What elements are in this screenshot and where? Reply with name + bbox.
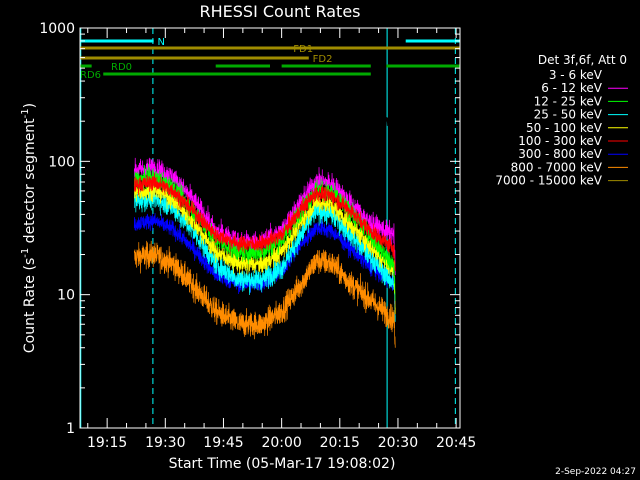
state-bar-label: FD1 xyxy=(293,44,313,55)
legend-label: 100 - 300 keV xyxy=(518,134,602,148)
legend-label: 3 - 6 keV xyxy=(549,68,603,82)
x-tick-label: 20:15 xyxy=(320,435,360,451)
y-axis-title: Count Rate (s-1 detector segment-1) xyxy=(20,103,38,353)
legend-label: 50 - 100 keV xyxy=(526,121,603,135)
footer-date: 2-Sep-2022 04:27 xyxy=(555,467,636,477)
series-line xyxy=(133,100,396,165)
x-tick-label: 20:45 xyxy=(436,435,476,451)
y-axis-title-part1: Count Rate (s xyxy=(22,258,38,353)
legend-label: 800 - 7000 keV xyxy=(511,160,603,174)
x-tick-label: 19:30 xyxy=(145,435,185,451)
y-tick-label: 1 xyxy=(66,421,75,437)
legend-label: 7000 - 15000 keV xyxy=(495,174,602,188)
x-tick-label: 19:45 xyxy=(203,435,243,451)
y-axis-title-sup2: -1 xyxy=(20,108,31,118)
y-tick-label: 1000 xyxy=(39,21,75,37)
state-bar-label: RD0 xyxy=(111,62,132,73)
y-axis-title-sup1: -1 xyxy=(20,248,31,258)
state-bar-label: FD2 xyxy=(313,54,333,65)
legend-label: 300 - 800 keV xyxy=(518,147,602,161)
plot-frame xyxy=(79,27,461,429)
y-axis-title-part3: ) xyxy=(22,103,38,108)
legend-header: Det 3f,6f, Att 0 xyxy=(538,53,627,67)
chart-title: RHESSI Count Rates xyxy=(200,2,361,21)
legend-label: 6 - 12 keV xyxy=(541,81,603,95)
legend-label: 12 - 25 keV xyxy=(534,94,603,108)
data-series xyxy=(133,100,396,348)
x-axis-title: Start Time (05-Mar-17 19:08:02) xyxy=(169,456,396,472)
state-bar-label: RD6 xyxy=(80,70,101,81)
y-tick-label: 100 xyxy=(48,154,75,170)
y-tick-label: 10 xyxy=(57,288,75,304)
x-tick-label: 20:00 xyxy=(261,435,301,451)
x-tick-label: 20:30 xyxy=(378,435,418,451)
y-axis: 1 10 100 1000 xyxy=(39,21,460,437)
x-axis: 19:15 19:30 19:45 20:00 20:15 20:30 20:45 xyxy=(87,28,476,451)
legend-label: 25 - 50 keV xyxy=(534,108,603,122)
series-line xyxy=(133,213,396,316)
state-bar-label: N xyxy=(158,37,165,48)
x-tick-label: 19:15 xyxy=(87,435,127,451)
series-line xyxy=(133,173,396,272)
series-line xyxy=(133,240,396,348)
y-axis-title-part2: detector segment xyxy=(22,118,38,248)
